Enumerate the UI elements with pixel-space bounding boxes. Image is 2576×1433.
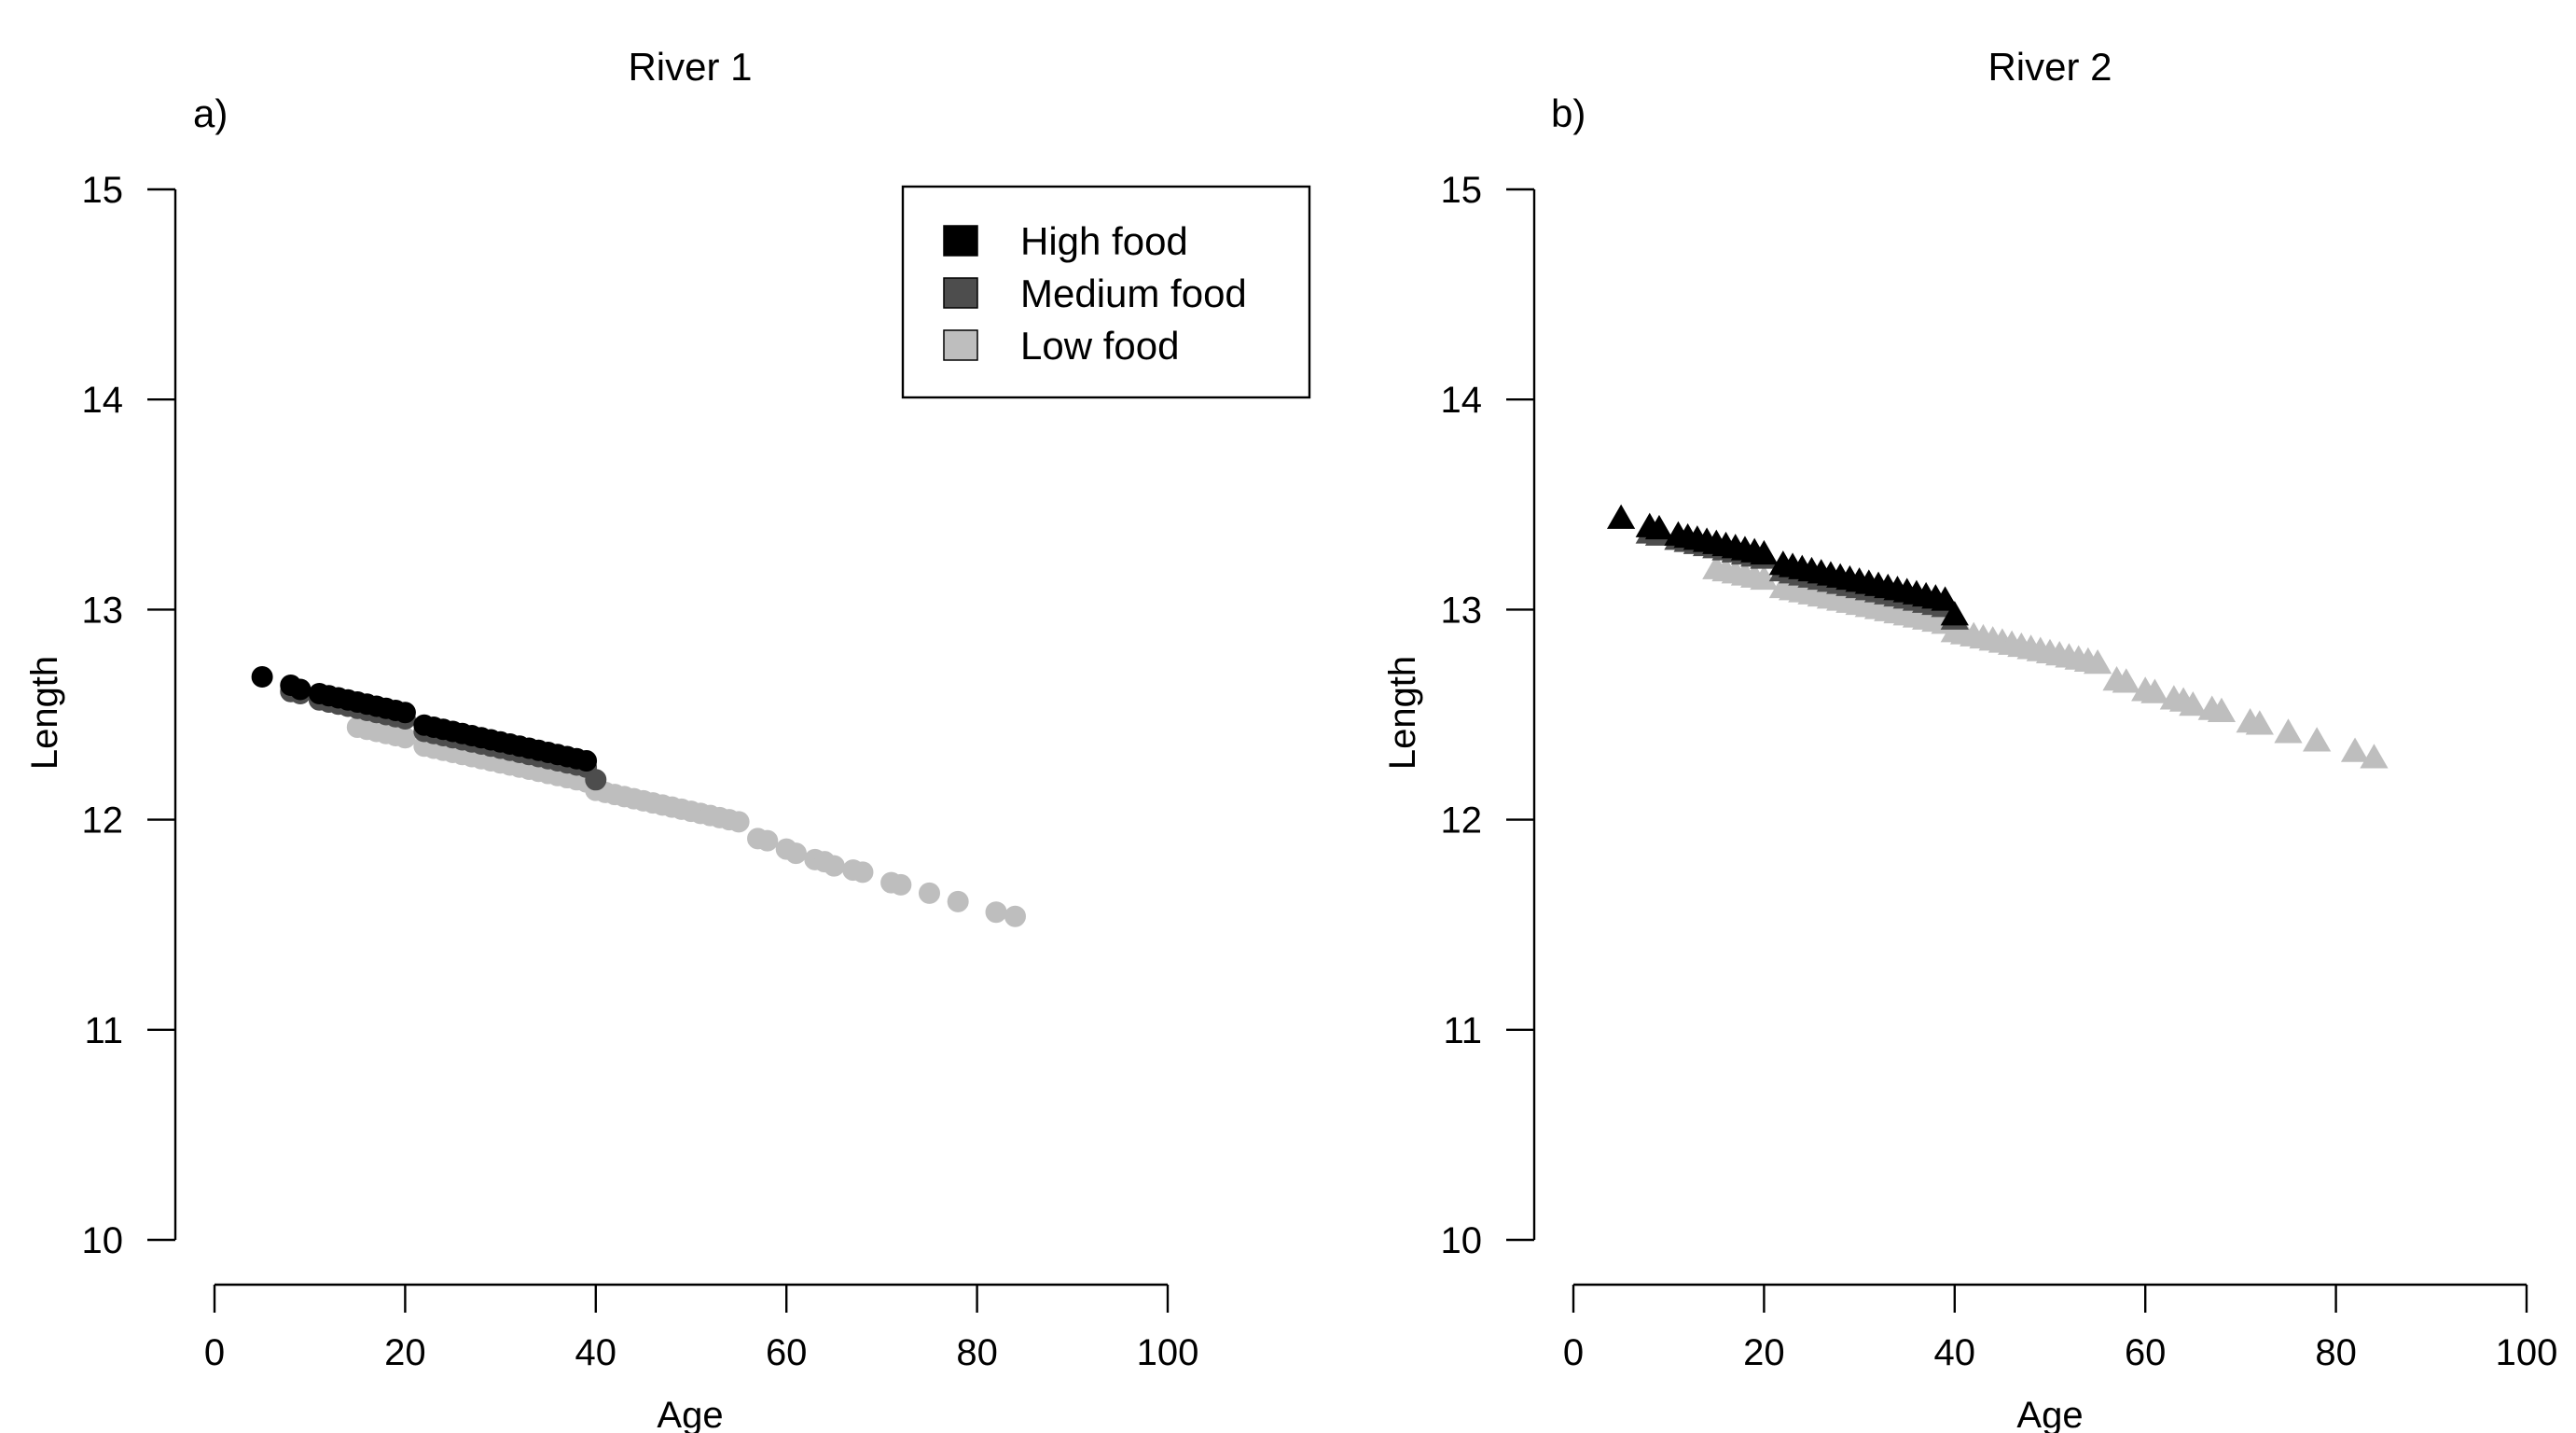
x-tick-label: 60 <box>2125 1332 2167 1373</box>
x-axis-label: Age <box>2016 1395 2083 1433</box>
data-point-low-food <box>919 882 940 904</box>
data-point-low-food <box>985 901 1007 924</box>
data-point-high-food <box>575 750 598 772</box>
x-tick-label: 20 <box>1743 1332 1785 1373</box>
data-point-high-food <box>1940 601 1969 626</box>
data-point-low-food <box>890 873 912 896</box>
data-point-high-food <box>1644 514 1674 540</box>
data-point-high-food <box>251 665 273 688</box>
panel-river-1: River 1 a) Age Length 0 20 40 60 80 100 10111… <box>24 45 1311 1433</box>
x-tick-label: 40 <box>575 1332 617 1373</box>
x-tick-label: 0 <box>1563 1332 1584 1373</box>
data-point-low-food <box>1004 905 1026 927</box>
y-tick-label: 14 <box>1441 380 1483 421</box>
legend-swatch-medium-food <box>943 277 978 309</box>
data-point-low-food <box>823 855 845 877</box>
panel-river-2: River 2 b) Age Length 0 20 40 60 80 100 10111… <box>1382 45 2557 1433</box>
y-tick-label: 10 <box>1441 1220 1483 1261</box>
x-tick-label: 0 <box>204 1332 225 1373</box>
data-point-high-food <box>289 678 312 701</box>
data-point-low-food <box>2083 648 2112 675</box>
y-tick-label: 11 <box>84 1010 123 1051</box>
legend-swatch-low-food <box>943 329 978 361</box>
panel-label: b) <box>1551 91 1586 135</box>
legend-swatch-high-food <box>943 225 978 257</box>
y-tick-label: 12 <box>82 800 124 842</box>
legend-label-high-food: High food <box>1020 219 1188 263</box>
data-point-high-food <box>1931 586 1960 611</box>
y-tick-label: 15 <box>1441 170 1483 211</box>
y-tick-label: 13 <box>82 590 124 631</box>
y-axis-label: Length <box>24 656 65 770</box>
y-axis: 10 11 12 13 14 15 <box>1441 170 1536 1261</box>
x-axis: 0 20 40 60 80 100 <box>1563 1283 2558 1373</box>
data-point-low-food <box>2207 697 2237 722</box>
legend: High food Medium food Low food <box>901 185 1311 399</box>
data-point-low-food <box>394 727 416 749</box>
y-axis: 10 11 12 13 14 15 <box>82 170 177 1261</box>
data-point-low-food <box>727 811 750 833</box>
chart-title: River 2 <box>1987 45 2112 89</box>
data-point-low-food <box>2340 737 2370 762</box>
data-point-high-food <box>1750 539 1779 565</box>
x-tick-label: 60 <box>766 1332 808 1373</box>
legend-label-low-food: Low food <box>1020 324 1179 368</box>
panel-label: a) <box>193 91 228 135</box>
x-tick-label: 100 <box>1137 1332 1199 1373</box>
data-point-low-food <box>1750 564 1779 591</box>
y-tick-label: 10 <box>82 1220 124 1261</box>
data-point-low-food <box>2245 710 2274 735</box>
data-point-low-food <box>947 890 969 912</box>
y-tick-label: 14 <box>82 380 124 421</box>
y-tick-label: 11 <box>1443 1010 1482 1051</box>
data-point-low-food <box>2140 678 2169 703</box>
data-point-low-food <box>756 829 779 852</box>
x-axis-label: Age <box>657 1395 723 1433</box>
y-tick-label: 13 <box>1441 590 1483 631</box>
data-points <box>1606 504 2389 769</box>
y-axis-label: Length <box>1382 656 1423 770</box>
data-point-high-food <box>1606 504 1636 529</box>
x-tick-label: 100 <box>2496 1332 2558 1373</box>
x-axis: 0 20 40 60 80 100 <box>204 1283 1199 1373</box>
data-points <box>251 665 1026 927</box>
data-point-low-food <box>784 842 807 865</box>
x-tick-label: 40 <box>1934 1332 1976 1373</box>
legend-label-medium-food: Medium food <box>1020 271 1247 315</box>
data-point-low-food <box>2112 668 2140 693</box>
data-point-low-food <box>852 861 874 883</box>
data-point-low-food <box>2303 727 2332 752</box>
y-tick-label: 12 <box>1441 800 1483 842</box>
data-point-high-food <box>394 702 416 724</box>
x-tick-label: 80 <box>956 1332 998 1373</box>
x-tick-label: 80 <box>2315 1332 2357 1373</box>
data-point-low-food <box>2360 744 2389 769</box>
data-point-low-food <box>2274 718 2303 744</box>
y-tick-label: 15 <box>82 170 124 211</box>
x-tick-label: 20 <box>384 1332 426 1373</box>
chart-title: River 1 <box>628 45 752 89</box>
data-point-medium-food <box>585 769 607 791</box>
data-point-low-food <box>2179 690 2208 716</box>
